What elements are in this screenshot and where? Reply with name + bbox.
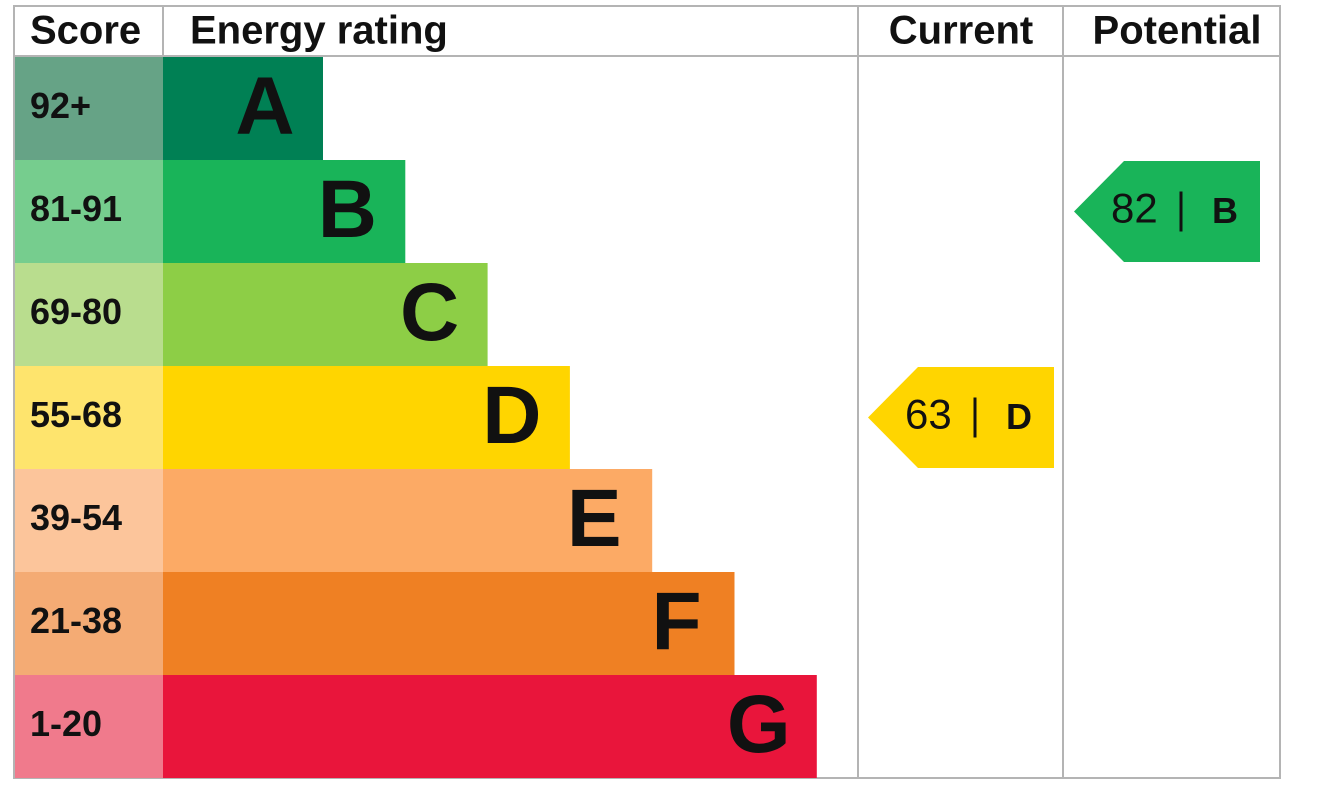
potential-score: 82 bbox=[1111, 185, 1158, 232]
rating-bar bbox=[163, 572, 735, 675]
rating-letter: B bbox=[318, 164, 377, 255]
current-arrow bbox=[868, 367, 1054, 468]
rating-bar bbox=[163, 675, 817, 778]
header-rating: Energy rating bbox=[190, 9, 448, 53]
score-range: 81-91 bbox=[30, 188, 122, 229]
score-cell bbox=[15, 57, 163, 160]
score-range: 55-68 bbox=[30, 394, 122, 435]
score-range: 69-80 bbox=[30, 291, 122, 332]
rating-letter: D bbox=[482, 370, 541, 461]
header-potential: Potential bbox=[1093, 9, 1262, 53]
score-cell bbox=[15, 366, 163, 469]
score-cell bbox=[15, 263, 163, 366]
rating-bar bbox=[163, 57, 323, 160]
score-cell bbox=[15, 572, 163, 675]
score-range: 92+ bbox=[30, 85, 91, 126]
potential-letter: B bbox=[1212, 190, 1238, 231]
score-cell bbox=[15, 160, 163, 263]
rating-letter: E bbox=[567, 473, 622, 564]
score-cell bbox=[15, 675, 163, 778]
rating-letter: C bbox=[400, 267, 459, 358]
score-range: 1-20 bbox=[30, 703, 102, 744]
score-range: 21-38 bbox=[30, 600, 122, 641]
rating-letter: F bbox=[651, 576, 701, 667]
potential-arrow bbox=[1074, 161, 1260, 262]
current-score: 63 bbox=[905, 391, 952, 438]
score-range: 39-54 bbox=[30, 497, 122, 538]
rating-bar bbox=[163, 366, 570, 469]
header-score: Score bbox=[30, 9, 141, 53]
current-letter: D bbox=[1006, 396, 1032, 437]
rating-letter: A bbox=[235, 61, 294, 152]
header-current: Current bbox=[889, 9, 1033, 53]
rating-bar bbox=[163, 263, 488, 366]
score-cell bbox=[15, 469, 163, 572]
rating-letter: G bbox=[727, 679, 791, 770]
rating-bar bbox=[163, 160, 406, 263]
rating-bar bbox=[163, 469, 653, 572]
